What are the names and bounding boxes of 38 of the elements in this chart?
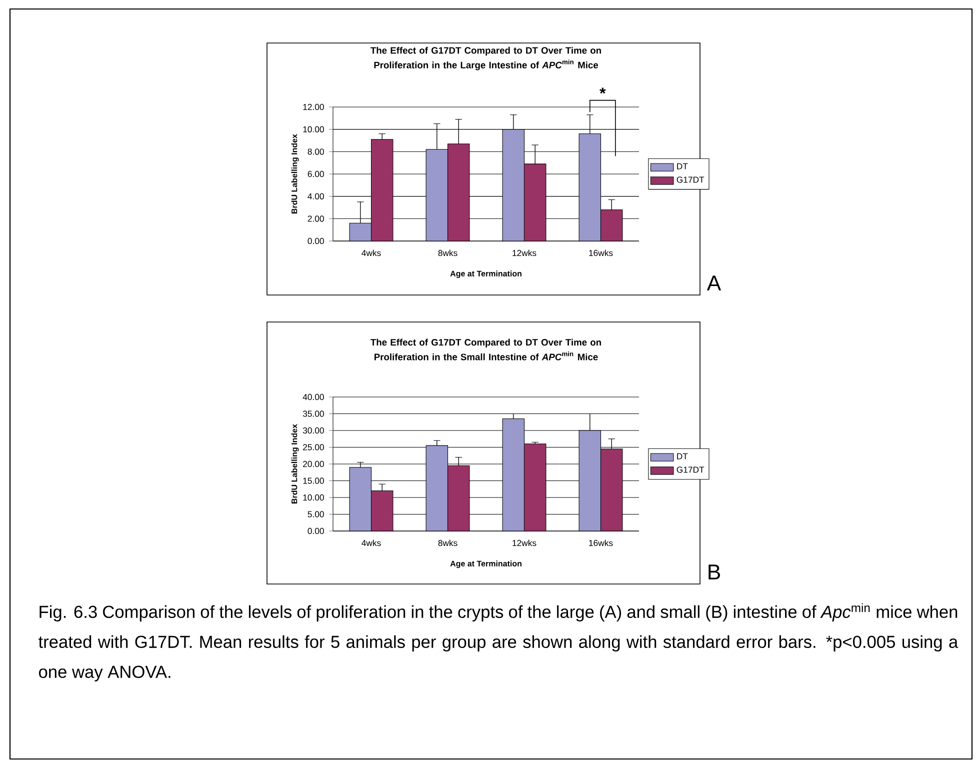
y-axis-title: BrdU Labelling Index [291, 424, 299, 504]
text: * [600, 88, 606, 94]
y-tick-label: 4.00 [308, 193, 324, 200]
y-axis-title: BrdU Labelling Index [291, 134, 299, 214]
x-tick-label: 12wks [512, 540, 536, 546]
x-axis-title: Age at Termination [450, 560, 522, 568]
y-tick-label: 20.00 [303, 460, 324, 468]
caption: Fig. 6.3 Comparison of the levels of proliferation in the crypts of the large (A) and small (B) intestine of Apc$^{min}$ mice when treated with G17DT. Mean results for 5 animals per group are shown along with standard error bars. *p<0.005 using a one way ANOVA. [38, 603, 958, 682]
x-tick-label: 4wks [362, 540, 381, 546]
x-tick-label: 16wks [589, 250, 613, 256]
x-tick-label: 8wks [438, 540, 458, 546]
y-tick-label: 40.00 [302, 394, 324, 400]
y-tick-label: 6.00 [308, 170, 324, 178]
y-tick-label: 8.00 [308, 148, 324, 155]
legend-label: DT [677, 163, 688, 170]
y-tick-label: 5.00 [308, 511, 324, 518]
x-tick-label: 8wks [438, 250, 458, 256]
y-tick-label: 10.00 [303, 126, 324, 132]
y-tick-label: 15.00 [303, 478, 324, 484]
legend-label: DT [677, 453, 688, 460]
x-axis-title: Age at Termination [450, 270, 522, 278]
y-tick-label: 12.00 [303, 104, 324, 110]
y-tick-label: 30.00 [302, 427, 324, 434]
y-tick-label: 0.00 [308, 238, 324, 244]
chart-title: The Effect of G17DT Compared to DT Over Time on Proliferation in the Large Intestine of APC$^{min}$ Mice [370, 46, 601, 70]
x-tick-label: 4wks [362, 250, 381, 256]
y-tick-label: 25.00 [303, 444, 324, 450]
y-tick-label: 10.00 [303, 494, 324, 501]
y-tick-label: 0.00 [308, 528, 324, 534]
legend-label: G17DT [676, 466, 704, 473]
text: B [708, 564, 720, 580]
x-tick-label: 16wks [589, 540, 613, 546]
legend-label: G17DT [676, 176, 704, 183]
x-tick-label: 12wks [512, 250, 536, 256]
y-tick-label: 35.00 [302, 410, 324, 417]
text: A [706, 276, 722, 290]
chart-title: The Effect of G17DT Compared to DT Over Time on Proliferation in the Small Intestine of APC$^{min}$ Mice [370, 338, 601, 360]
y-tick-label: 2.00 [308, 216, 324, 222]
